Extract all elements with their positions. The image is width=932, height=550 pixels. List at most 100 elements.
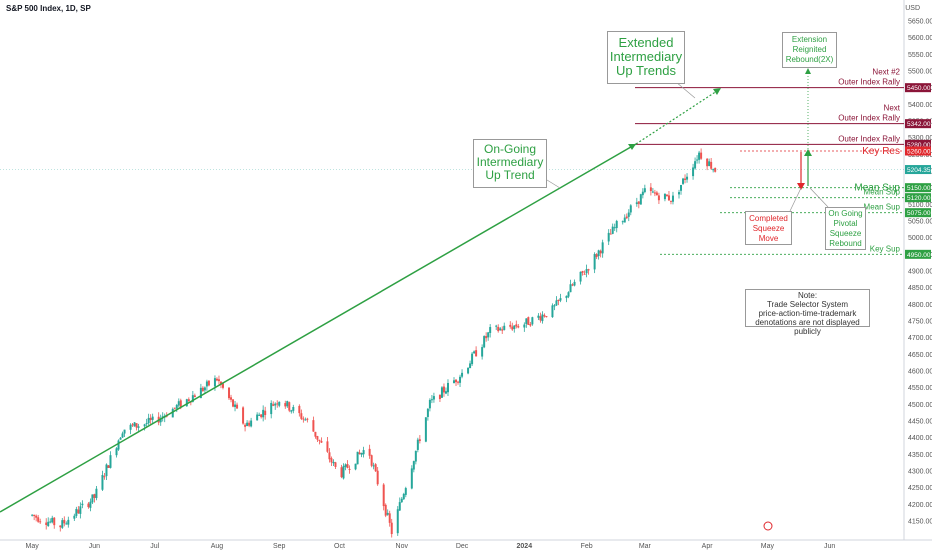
- candle-body: [655, 192, 658, 196]
- candle-body: [244, 424, 247, 427]
- candle-body: [539, 316, 542, 321]
- level-label: Mean Sup: [854, 183, 900, 194]
- candle-body: [328, 452, 331, 460]
- y-tick-label: 5550.00: [908, 52, 932, 59]
- candle-body: [354, 463, 357, 470]
- price-tag-label: 5450.00: [907, 85, 931, 92]
- candle-body: [597, 250, 600, 257]
- candle-body: [232, 399, 235, 407]
- candle-body: [487, 332, 490, 338]
- candle-body: [342, 466, 345, 479]
- extended-trend-line: [635, 88, 721, 145]
- candle-body: [256, 414, 259, 421]
- candle-body: [346, 464, 349, 468]
- candle-body: [430, 399, 433, 401]
- event-marker-icon: [763, 521, 773, 531]
- y-tick-label: 4850.00: [908, 285, 932, 292]
- candle-body: [278, 401, 281, 406]
- candle-body: [398, 502, 401, 511]
- candle-body: [246, 422, 249, 426]
- candle-body: [258, 414, 261, 416]
- x-tick-label: Dec: [456, 543, 469, 550]
- candle-body: [217, 379, 220, 382]
- y-tick-label: 4550.00: [908, 385, 932, 392]
- candle-body: [485, 336, 488, 339]
- candle-body: [334, 462, 337, 467]
- candle-body: [696, 159, 699, 161]
- candle-body: [362, 450, 365, 455]
- candle-body: [545, 316, 548, 318]
- candle-body: [517, 326, 520, 328]
- trend-lines: [0, 68, 829, 531]
- candle-body: [623, 217, 626, 223]
- candle-body: [105, 464, 108, 477]
- candle-body: [344, 464, 347, 467]
- price-tag: [905, 83, 931, 93]
- candle-body: [193, 395, 196, 398]
- candle-body: [121, 433, 124, 438]
- level-label: Mean Sup: [864, 203, 901, 212]
- candle-body: [143, 424, 146, 427]
- pivotal-pointer: [809, 187, 829, 208]
- y-tick-label: 5650.00: [908, 19, 932, 26]
- candle-body: [171, 408, 174, 418]
- price-tag-label: 4950.00: [907, 252, 931, 259]
- candle-body: [714, 167, 717, 172]
- y-tick-label: 4250.00: [908, 485, 932, 492]
- candle-body: [438, 394, 441, 400]
- pivotal-rebound-callout: On Going Pivotal Squeeze Rebound: [825, 207, 866, 250]
- candle-body: [272, 404, 275, 406]
- candle-body: [234, 404, 237, 407]
- y-tick-label: 4400.00: [908, 435, 932, 442]
- candle-body: [77, 509, 80, 514]
- price-tag: [905, 249, 931, 259]
- y-tick-label: 5500.00: [908, 69, 932, 76]
- candle-body: [242, 407, 245, 424]
- candle-body: [418, 439, 421, 441]
- x-tick-label: Aug: [211, 543, 224, 550]
- candle-body: [457, 381, 460, 383]
- candle-body: [358, 452, 361, 455]
- x-tick-label: Jun: [824, 543, 835, 550]
- y-tick-label: 5000.00: [908, 235, 932, 242]
- candle-body: [288, 402, 291, 411]
- candle-body: [637, 201, 640, 204]
- candle-body: [262, 409, 265, 418]
- candle-body: [513, 325, 516, 329]
- candle-body: [475, 350, 478, 357]
- candle-body: [678, 192, 681, 195]
- price-tag: [905, 146, 931, 156]
- price-tag-label: 5120.00: [907, 195, 931, 202]
- candle-body: [483, 336, 486, 348]
- candle-body: [101, 474, 104, 490]
- price-tag: [905, 193, 931, 203]
- x-tick-label: Sep: [273, 543, 286, 550]
- candle-body: [424, 417, 427, 442]
- candle-body: [581, 270, 584, 273]
- x-tick-label: 2024: [517, 543, 533, 550]
- candle-body: [706, 158, 709, 167]
- candle-body: [501, 329, 504, 331]
- candle-body: [61, 520, 64, 528]
- candle-body: [230, 397, 233, 400]
- disclaimer-note: Note: Trade Selector System price-action…: [745, 289, 870, 336]
- candle-body: [404, 488, 407, 495]
- candle-body: [270, 402, 273, 415]
- candle-body: [585, 269, 588, 274]
- chart-title: S&P 500 Index, 1D, SP: [6, 4, 91, 13]
- candle-body: [376, 470, 379, 485]
- candle-body: [318, 439, 321, 441]
- candle-body: [694, 161, 697, 169]
- x-tick-label: Oct: [334, 543, 345, 550]
- ongoing-trend-line: [0, 143, 637, 513]
- candle-body: [665, 194, 668, 197]
- candle-body: [340, 467, 343, 478]
- x-tick-label: Mar: [639, 543, 652, 550]
- price-tag-label: 5150.00: [907, 185, 931, 192]
- candle-body: [601, 242, 604, 254]
- candle-body: [248, 422, 251, 426]
- candle-body: [91, 494, 94, 503]
- candle-body: [428, 399, 431, 409]
